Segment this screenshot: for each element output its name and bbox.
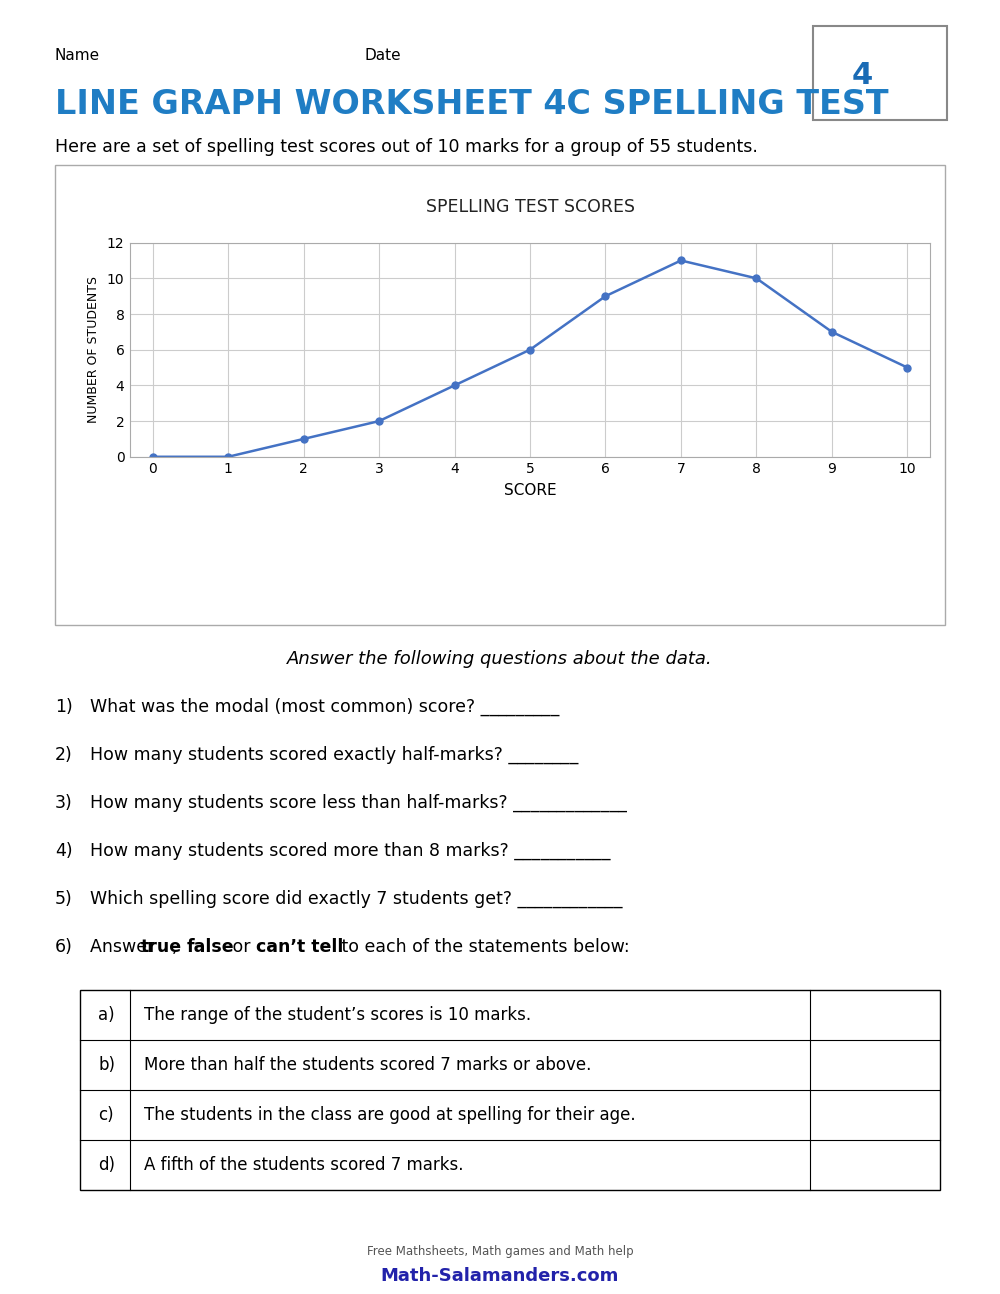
Text: can’t tell: can’t tell — [256, 938, 343, 956]
Text: How many students scored more than 8 marks? ___________: How many students scored more than 8 mar… — [90, 842, 610, 861]
Title: SPELLING TEST SCORES: SPELLING TEST SCORES — [426, 198, 635, 216]
Text: or: or — [227, 938, 256, 956]
Text: The students in the class are good at spelling for their age.: The students in the class are good at sp… — [144, 1106, 636, 1124]
Text: Answer the following questions about the data.: Answer the following questions about the… — [287, 650, 713, 668]
Text: Name: Name — [55, 48, 100, 63]
Text: to each of the statements below:: to each of the statements below: — [336, 938, 629, 956]
Text: What was the modal (most common) score? _________: What was the modal (most common) score? … — [90, 697, 559, 717]
Y-axis label: NUMBER OF STUDENTS: NUMBER OF STUDENTS — [87, 276, 100, 423]
Text: Which spelling score did exactly 7 students get? ____________: Which spelling score did exactly 7 stude… — [90, 890, 622, 908]
Text: d): d) — [98, 1156, 115, 1174]
Text: 1): 1) — [55, 697, 73, 716]
Text: 4): 4) — [55, 842, 73, 861]
FancyBboxPatch shape — [55, 166, 945, 625]
Text: b): b) — [98, 1056, 115, 1074]
Text: Answer: Answer — [90, 938, 160, 956]
Text: Date: Date — [365, 48, 402, 63]
Text: Here are a set of spelling test scores out of 10 marks for a group of 55 student: Here are a set of spelling test scores o… — [55, 138, 758, 157]
Text: Math-Salamanders.com: Math-Salamanders.com — [381, 1267, 619, 1285]
Text: The range of the student’s scores is 10 marks.: The range of the student’s scores is 10 … — [144, 1005, 531, 1024]
Text: 3): 3) — [55, 795, 73, 813]
Text: LINE GRAPH WORKSHEET 4C SPELLING TEST: LINE GRAPH WORKSHEET 4C SPELLING TEST — [55, 88, 889, 122]
Text: a): a) — [98, 1005, 115, 1024]
Text: true: true — [140, 938, 182, 956]
Text: ,: , — [172, 938, 183, 956]
Text: 4: 4 — [851, 61, 873, 89]
Text: false: false — [187, 938, 234, 956]
Text: More than half the students scored 7 marks or above.: More than half the students scored 7 mar… — [144, 1056, 591, 1074]
Text: 6): 6) — [55, 938, 73, 956]
Text: How many students score less than half-marks? _____________: How many students score less than half-m… — [90, 795, 627, 813]
FancyBboxPatch shape — [80, 990, 940, 1190]
Text: 2): 2) — [55, 747, 73, 763]
Text: Free Mathsheets, Math games and Math help: Free Mathsheets, Math games and Math hel… — [367, 1245, 633, 1258]
X-axis label: SCORE: SCORE — [504, 483, 556, 498]
Text: 5): 5) — [55, 890, 73, 908]
FancyBboxPatch shape — [813, 26, 947, 120]
Text: How many students scored exactly half-marks? ________: How many students scored exactly half-ma… — [90, 747, 578, 765]
Text: A fifth of the students scored 7 marks.: A fifth of the students scored 7 marks. — [144, 1156, 464, 1174]
Text: c): c) — [98, 1106, 114, 1124]
